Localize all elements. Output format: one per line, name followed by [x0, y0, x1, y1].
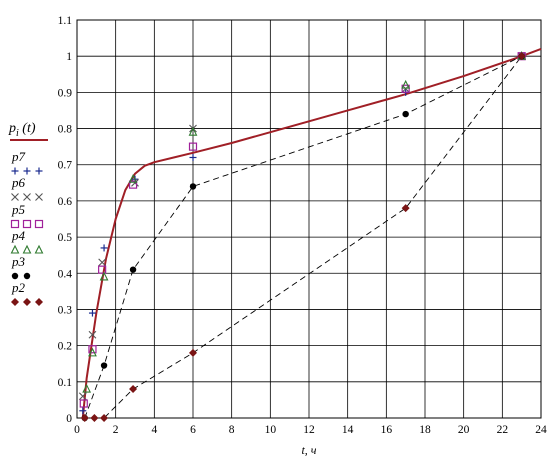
- marker-p3: [189, 183, 197, 190]
- legend-label-p2: p2: [11, 280, 26, 295]
- marker-p2: [100, 414, 109, 422]
- marker-p4: [99, 271, 109, 281]
- legend-marker-p7: [11, 167, 19, 175]
- legend-marker-p3: [11, 272, 19, 280]
- y-tick-label: 0.7: [58, 160, 73, 172]
- x-tick-label: 6: [190, 424, 196, 436]
- legend-marker-p2: [23, 298, 31, 306]
- y-tick-label: 0.4: [58, 268, 73, 280]
- x-tick-label: 16: [381, 424, 393, 436]
- x-tick-label: 4: [151, 424, 157, 436]
- marker-p3: [402, 110, 409, 118]
- tick-labels: 0 2 4 6 8 10 12 14 16 18 20 22 2400.10.20.30.40.50.6…: [58, 15, 547, 436]
- legend: pi (t) p7 p6 p5 p4 p3 p2: [8, 121, 48, 306]
- legend-marker-p3: [23, 272, 31, 280]
- x-tick-label: 14: [342, 424, 354, 436]
- x-tick-label: 8: [229, 424, 235, 436]
- legend-marker-p2: [11, 298, 19, 306]
- legend-marker-p7: [35, 167, 43, 175]
- x-tick-label: 2: [113, 424, 119, 436]
- legend-marker-p5: [10, 219, 20, 229]
- legend-marker-p7: [23, 167, 31, 175]
- legend-marker-p2: [35, 298, 43, 306]
- legend-marker-p5: [22, 219, 32, 229]
- marker-p2: [517, 52, 526, 61]
- legend-marker-p4: [34, 244, 44, 254]
- legend-marker-p6: [11, 193, 19, 201]
- x-tick-label: 18: [419, 424, 431, 436]
- legend-marker-p4: [10, 244, 20, 254]
- marker-p7: [100, 244, 108, 252]
- legend-main-label: pi (t): [8, 121, 36, 139]
- legend-label-p3: p3: [11, 254, 26, 269]
- y-tick-label: 1: [66, 51, 72, 63]
- y-tick-label: 0.2: [58, 341, 73, 353]
- marker-p2: [90, 414, 99, 422]
- legend-marker-p6: [23, 193, 31, 201]
- legend-label-p6: p6: [11, 175, 26, 190]
- x-tick-label: 10: [265, 424, 277, 436]
- marker-p7: [88, 309, 96, 317]
- y-tick-label: 0.8: [58, 124, 73, 136]
- marker-p6: [131, 178, 139, 187]
- marker-p5: [88, 345, 97, 354]
- x-axis-label: t, ч: [301, 443, 316, 457]
- marker-p5: [188, 142, 198, 151]
- marker-p4: [188, 126, 198, 136]
- series-markers: [78, 50, 527, 422]
- marker-p4: [401, 79, 411, 89]
- y-tick-label: 0.6: [58, 196, 73, 208]
- series-line-pi: [81, 48, 542, 419]
- legend-marker-p4: [22, 244, 32, 254]
- marker-p5: [98, 265, 107, 274]
- y-tick-label: 0.1: [58, 377, 73, 389]
- marker-p6: [78, 392, 87, 401]
- marker-p5: [79, 399, 88, 408]
- marker-p2: [189, 348, 197, 357]
- y-tick-label: 1.1: [58, 15, 73, 27]
- legend-marker-p5: [34, 219, 44, 229]
- legend-marker-p6: [35, 193, 43, 201]
- grid: [76, 19, 542, 419]
- marker-p5: [401, 84, 410, 93]
- x-tick-label: 24: [535, 424, 547, 436]
- marker-p4: [128, 173, 138, 183]
- marker-p7: [189, 153, 197, 161]
- legend-label-p5: p5: [11, 202, 26, 217]
- marker-p2: [80, 414, 89, 422]
- marker-p3: [100, 362, 108, 369]
- x-tick-label: 22: [497, 424, 509, 436]
- y-tick-label: 0.9: [58, 87, 73, 99]
- marker-p2: [401, 204, 410, 213]
- marker-p4: [88, 347, 97, 357]
- marker-p7: [79, 407, 87, 415]
- marker-p6: [88, 330, 97, 339]
- legend-label-p4: p4: [11, 228, 26, 243]
- series-line-p3: [84, 55, 522, 419]
- x-tick-label: 12: [303, 424, 315, 436]
- x-tick-label: 0: [74, 424, 80, 436]
- x-tick-label: 20: [458, 424, 470, 436]
- marker-p3: [129, 266, 137, 273]
- y-tick-label: 0: [66, 413, 72, 425]
- plot-frame: [76, 19, 542, 419]
- marker-p4: [82, 383, 92, 393]
- legend-label-p7: p7: [11, 149, 26, 164]
- y-tick-label: 0.5: [58, 232, 73, 244]
- series-lines: [81, 48, 542, 419]
- y-tick-label: 0.3: [58, 304, 73, 316]
- marker-p6: [98, 258, 107, 267]
- marker-p5: [128, 180, 138, 189]
- marker-p2: [129, 385, 138, 394]
